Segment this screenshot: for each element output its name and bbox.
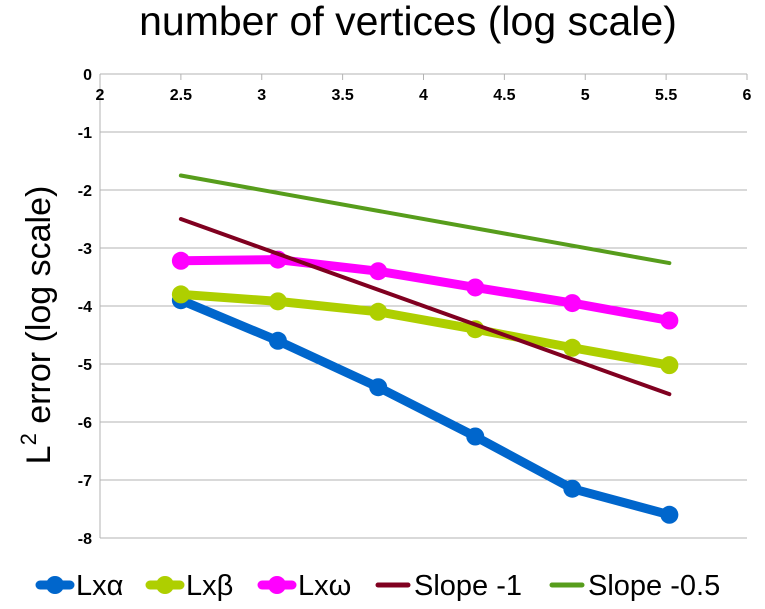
series-line-1 (176, 289, 674, 370)
legend-item-1: Lxβ (145, 570, 233, 602)
x-tick-label: 5.5 (655, 87, 677, 104)
x-tick-label: 4 (419, 87, 428, 104)
data-point-0-4 (563, 479, 582, 498)
y-tick-label: -1 (78, 125, 92, 142)
y-tick-label: -8 (78, 531, 92, 548)
y-axis-label-group: L2 error (log scale) (16, 186, 58, 465)
y-axis-label-superscript: 2 (16, 433, 41, 445)
y-axis-label: L2 error (log scale) (16, 186, 58, 465)
legend-item-3: Slope -1 (375, 570, 522, 602)
tick-layer: 0 -1 -2 -3 -4 -5 -6 -7 -8 2 2.5 3 3.5 4 4.5 5 5.5 6 (78, 67, 752, 548)
x-tick-label: 2 (96, 87, 105, 104)
x-tick-label: 3 (257, 87, 266, 104)
y-axis-label-rest: error (log scale) (20, 186, 58, 434)
y-tick-label: -2 (78, 183, 92, 200)
series-layer (171, 173, 679, 524)
x-tick-label: 5 (581, 87, 590, 104)
y-tick-label: -4 (78, 299, 92, 316)
data-point-0-2 (369, 378, 388, 397)
legend-label: Lxα (76, 570, 123, 602)
series-line-4 (178, 173, 672, 266)
data-point-1-5 (660, 356, 679, 375)
x-tick-label: 4.5 (493, 87, 515, 104)
series-line-2 (176, 255, 674, 325)
series-line-0 (176, 295, 674, 520)
y-axis-label-base: L (20, 445, 58, 464)
data-point-0-3 (466, 427, 485, 446)
data-point-2-5 (660, 311, 679, 330)
y-tick-label: -3 (78, 241, 92, 258)
legend-label: Slope -0.5 (588, 570, 720, 602)
data-point-1-0 (171, 285, 190, 304)
legend-swatch-marker (268, 576, 286, 594)
data-point-0-1 (268, 331, 287, 350)
x-tick-label: 2.5 (170, 87, 192, 104)
y-tick-label: -7 (78, 473, 92, 490)
data-point-0-5 (660, 505, 679, 524)
data-point-2-3 (466, 278, 485, 297)
chart-title: number of vertices (log scale) (139, 0, 677, 44)
y-tick-label: 0 (83, 67, 92, 84)
legend: Lxα Lxβ Lxω Slope -1 Slope -0.5 (35, 570, 720, 602)
data-point-1-1 (268, 292, 287, 311)
data-point-1-2 (369, 302, 388, 321)
legend-label: Lxβ (186, 570, 233, 602)
legend-swatch-marker (46, 576, 64, 594)
data-point-2-4 (563, 294, 582, 313)
x-tick-label: 6 (743, 87, 752, 104)
legend-label: Lxω (298, 570, 351, 602)
x-tick-label: 3.5 (332, 87, 354, 104)
data-point-2-0 (171, 251, 190, 270)
data-point-2-2 (369, 262, 388, 281)
axis-layer (99, 74, 748, 538)
legend-item-2: Lxω (257, 570, 351, 602)
legend-item-0: Lxα (35, 570, 123, 602)
y-tick-label: -5 (78, 357, 92, 374)
series-line-3 (178, 217, 672, 397)
y-tick-label: -6 (78, 415, 92, 432)
data-point-1-4 (563, 338, 582, 357)
legend-swatch-marker (156, 576, 174, 594)
legend-item-4: Slope -0.5 (549, 570, 720, 602)
legend-label: Slope -1 (414, 570, 522, 602)
